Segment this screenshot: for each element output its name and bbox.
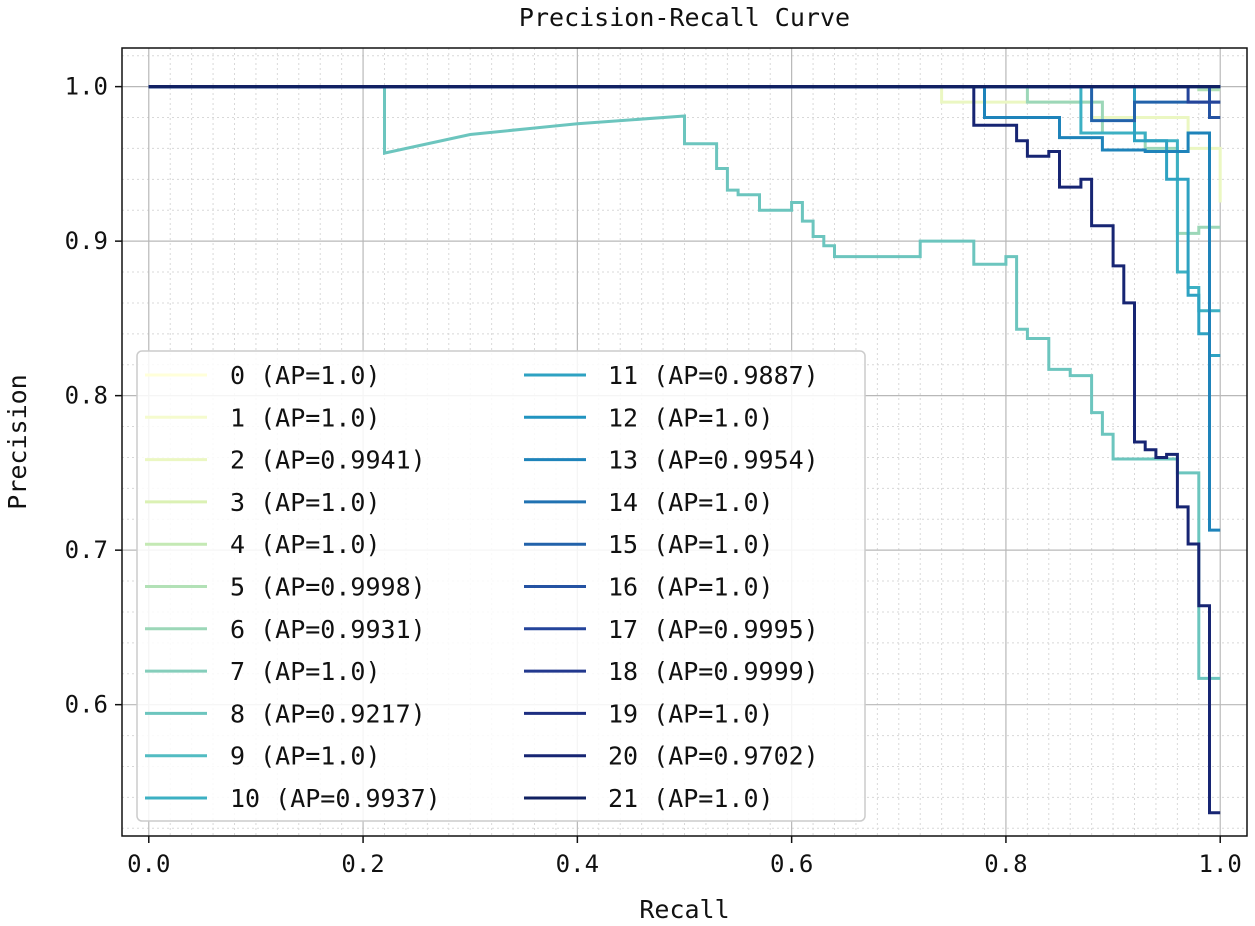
plot-frame <box>121 47 1248 837</box>
x-tick-label: 0.2 <box>341 850 384 878</box>
x-tick-label: 0.8 <box>984 850 1027 878</box>
y-tick-label: 0.6 <box>65 691 108 719</box>
x-tick-label: 0.0 <box>127 850 170 878</box>
legend-box <box>136 350 866 822</box>
series-line-10 <box>148 85 1221 313</box>
series-lines <box>148 85 1222 815</box>
legend-label-17: 17 (AP=0.9995) <box>608 615 819 644</box>
legend-label-12: 12 (AP=1.0) <box>608 403 774 432</box>
x-tick-label: 0.6 <box>770 850 813 878</box>
legend-label-15: 15 (AP=1.0) <box>608 530 774 559</box>
legend-label-3: 3 (AP=1.0) <box>230 488 381 517</box>
legend-label-5: 5 (AP=0.9998) <box>230 573 426 602</box>
legend-label-0: 0 (AP=1.0) <box>230 361 381 390</box>
legend-label-8: 8 (AP=0.9217) <box>230 699 426 728</box>
y-axis-ticks: 0.6 0.7 0.8 0.9 1.0 <box>65 73 122 719</box>
legend-label-11: 11 (AP=0.9887) <box>608 361 819 390</box>
x-tick-label: 0.4 <box>556 850 599 878</box>
legend-label-14: 14 (AP=1.0) <box>608 488 774 517</box>
series-line-13 <box>148 85 1221 532</box>
legend-label-19: 19 (AP=1.0) <box>608 699 774 728</box>
legend-label-13: 13 (AP=0.9954) <box>608 446 819 475</box>
legend-label-2: 2 (AP=0.9941) <box>230 446 426 475</box>
y-tick-label: 0.7 <box>65 536 108 564</box>
legend-label-10: 10 (AP=0.9937) <box>230 784 441 813</box>
legend: 0 (AP=1.0) 1 (AP=1.0) 2 (AP=0.9941) 3 (AP=1… <box>136 350 866 822</box>
x-tick-label: 1.0 <box>1199 850 1242 878</box>
legend-label-4: 4 (AP=1.0) <box>230 530 381 559</box>
series-line-20 <box>148 85 1221 815</box>
x-axis-label: Recall <box>639 895 729 924</box>
y-axis-label: Precision <box>3 374 32 509</box>
legend-label-1: 1 (AP=1.0) <box>230 403 381 432</box>
y-tick-label: 1.0 <box>65 73 108 101</box>
y-tick-label: 0.9 <box>65 227 108 255</box>
legend-label-9: 9 (AP=1.0) <box>230 742 381 771</box>
legend-label-6: 6 (AP=0.9931) <box>230 615 426 644</box>
series-line-8 <box>148 85 1221 680</box>
legend-label-18: 18 (AP=0.9999) <box>608 657 819 686</box>
legend-label-7: 7 (AP=1.0) <box>230 657 381 686</box>
legend-label-16: 16 (AP=1.0) <box>608 573 774 602</box>
legend-label-20: 20 (AP=0.9702) <box>608 742 819 771</box>
y-tick-label: 0.8 <box>65 382 108 410</box>
chart-title: Precision-Recall Curve <box>519 3 850 32</box>
legend-label-21: 21 (AP=1.0) <box>608 784 774 813</box>
x-axis-ticks: 0.0 0.2 0.4 0.6 0.8 1.0 <box>127 836 1242 878</box>
